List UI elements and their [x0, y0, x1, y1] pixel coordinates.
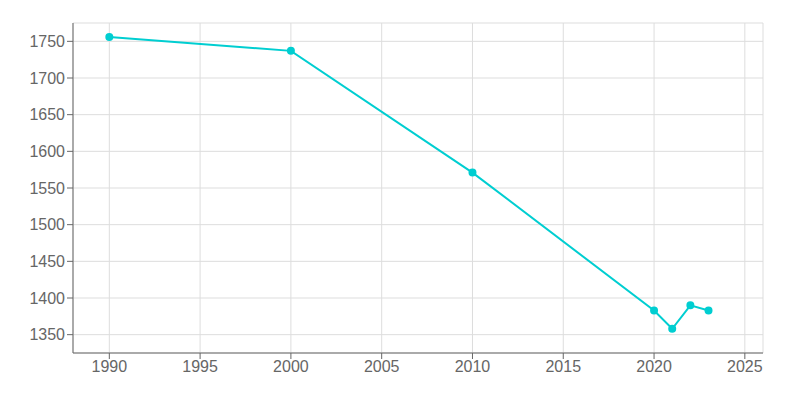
svg-text:2025: 2025: [727, 358, 763, 375]
svg-text:1990: 1990: [92, 358, 128, 375]
svg-text:1550: 1550: [29, 180, 65, 197]
svg-text:2010: 2010: [455, 358, 491, 375]
svg-text:1600: 1600: [29, 143, 65, 160]
svg-text:1500: 1500: [29, 216, 65, 233]
svg-text:1400: 1400: [29, 290, 65, 307]
svg-text:1750: 1750: [29, 33, 65, 50]
svg-text:2020: 2020: [636, 358, 672, 375]
svg-text:1650: 1650: [29, 106, 65, 123]
svg-text:1700: 1700: [29, 70, 65, 87]
svg-text:1350: 1350: [29, 326, 65, 343]
svg-text:1450: 1450: [29, 253, 65, 270]
svg-text:1995: 1995: [182, 358, 218, 375]
svg-text:2015: 2015: [545, 358, 581, 375]
svg-text:2005: 2005: [364, 358, 400, 375]
svg-text:2000: 2000: [273, 358, 309, 375]
